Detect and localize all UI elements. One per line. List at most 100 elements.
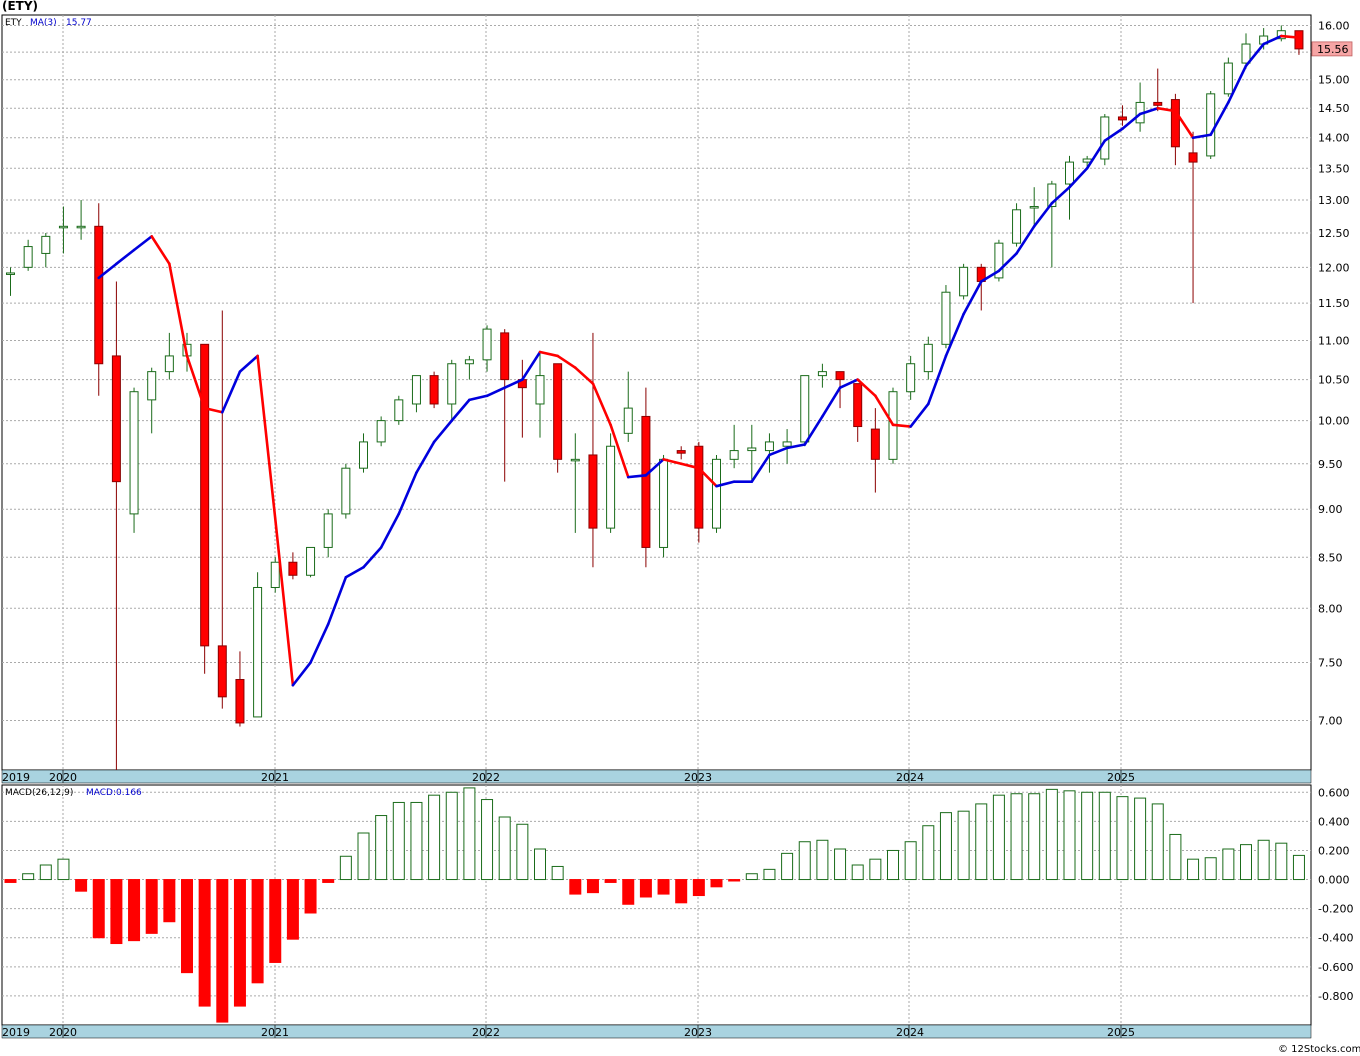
macd-bar — [781, 852, 794, 881]
macd-bar — [92, 879, 105, 939]
candle-body — [288, 561, 298, 576]
macd-bar — [869, 858, 882, 881]
macd-bar — [534, 848, 546, 881]
macd-bar — [428, 794, 441, 881]
macd-bar — [445, 791, 458, 881]
candle-body — [906, 363, 916, 393]
ma3-line-segment — [450, 398, 471, 422]
ma3-line-segment — [1227, 64, 1248, 104]
price-y-tick-label: 8.50 — [1318, 551, 1343, 564]
macd-bar — [463, 787, 476, 881]
macd-bar — [163, 879, 176, 923]
price-legend-ma-value: 15.77 — [66, 18, 92, 28]
candle-body — [1012, 209, 1022, 244]
chart-symbol-title: (ETY) — [2, 0, 39, 13]
ma3-line-segment — [538, 350, 559, 358]
macd-bar — [904, 841, 917, 881]
price-y-tick-label: 16.00 — [1318, 19, 1350, 32]
ma3-line-segment — [397, 471, 418, 516]
macd-y-tick-label: 0.200 — [1318, 844, 1350, 857]
candle-body — [306, 546, 316, 576]
macd-bar — [322, 879, 335, 883]
macd-bar — [181, 879, 193, 974]
candle-body — [817, 371, 827, 377]
macd-bar — [198, 879, 211, 1007]
macd-bar — [145, 879, 158, 934]
macd-bar — [622, 879, 635, 905]
candle-body — [1276, 30, 1286, 40]
macd-bar — [922, 825, 935, 881]
candle-body — [1188, 152, 1198, 163]
candle-body — [1065, 161, 1074, 185]
macd-bar — [1081, 791, 1094, 881]
macd-date-axis-band — [1, 1024, 1312, 1039]
candle-body — [1117, 116, 1127, 121]
macd-bar — [216, 879, 229, 1023]
candle-body — [129, 391, 139, 515]
macd-bar — [1134, 797, 1147, 881]
macd-bar — [692, 879, 705, 897]
candle-body — [394, 399, 404, 422]
macd-bar — [39, 864, 52, 881]
macd-legend-value: MACD:0.166 — [86, 788, 142, 798]
macd-y-tick-label: 0.000 — [1318, 874, 1350, 887]
candle-body — [323, 513, 333, 548]
ma3-line-segment — [1209, 101, 1230, 137]
price-y-tick-label: 12.00 — [1318, 261, 1350, 274]
ma3-line-segment — [503, 378, 524, 389]
candle-body — [553, 363, 563, 460]
macd-bar — [392, 801, 405, 881]
macd-bar — [816, 839, 829, 881]
macd-bar — [233, 879, 246, 1007]
price-x-year-label: 2019 — [2, 771, 30, 784]
macd-bar — [851, 864, 864, 881]
ma3-line-segment — [1103, 127, 1124, 143]
macd-bar — [675, 879, 688, 904]
ma3-line-segment — [115, 248, 136, 266]
macd-x-year-label: 2019 — [2, 1026, 30, 1039]
candle-body — [341, 467, 351, 515]
macd-bar — [1240, 844, 1252, 881]
candle-body — [959, 266, 969, 297]
candle-body — [1241, 43, 1251, 64]
macd-legend-label: MACD(26,12,9) — [5, 788, 73, 798]
ma3-line-segment — [891, 423, 912, 428]
price-legend-ma-label: MA(3) — [30, 18, 57, 28]
candle-body — [659, 458, 669, 548]
macd-bar — [1010, 793, 1023, 881]
macd-bar — [57, 858, 70, 881]
candle-body — [58, 225, 68, 229]
candle-body — [164, 355, 174, 373]
macd-bar — [1275, 842, 1288, 881]
candle-body — [1170, 99, 1180, 148]
macd-bar — [481, 799, 494, 881]
ma3-line-segment — [1050, 185, 1071, 205]
macd-bar — [639, 879, 652, 898]
macd-bar — [1116, 796, 1129, 881]
candle-body — [764, 441, 774, 452]
macd-bar — [498, 816, 511, 881]
macd-bar — [357, 832, 370, 881]
candle-body — [606, 445, 616, 529]
macd-bar — [1257, 839, 1270, 881]
ma3-line-segment — [803, 415, 824, 446]
ma3-line-segment — [150, 235, 171, 266]
ma3-line-segment — [1244, 42, 1265, 68]
candle-body — [570, 458, 580, 462]
candle-body — [853, 383, 863, 428]
macd-bar — [22, 873, 35, 881]
ma3-line-segment — [856, 378, 877, 398]
ma3-line-segment — [944, 312, 965, 358]
ma3-line-segment — [168, 262, 189, 358]
ma3-line-segment — [1138, 106, 1160, 116]
ma3-line-segment — [962, 280, 983, 316]
macd-bar — [1222, 848, 1235, 881]
ma3-line-segment — [485, 386, 507, 398]
ma3-line-segment — [1015, 225, 1036, 255]
macd-bar — [992, 794, 1005, 881]
ma3-line-segment — [997, 252, 1018, 273]
macd-bar — [887, 849, 899, 881]
candle-body — [270, 561, 280, 588]
price-y-tick-label: 12.50 — [1318, 227, 1350, 240]
